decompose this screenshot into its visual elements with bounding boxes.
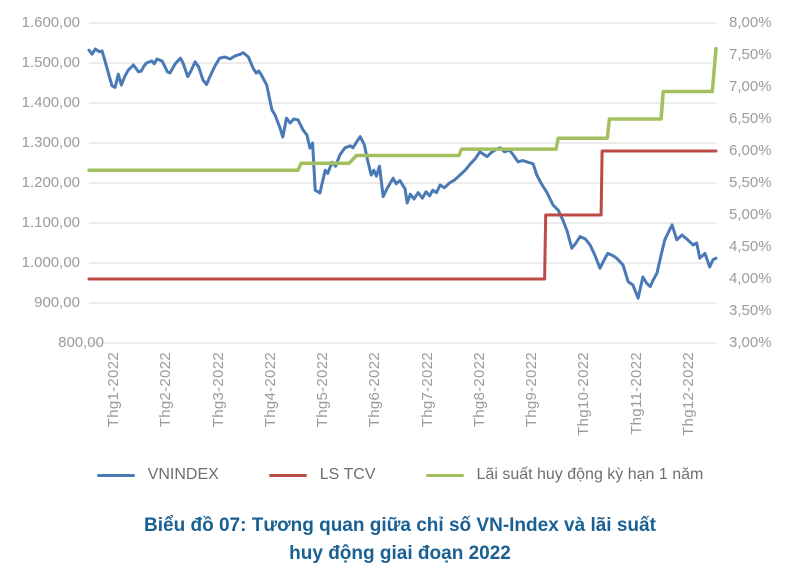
y-right-tick-label: 3,00% xyxy=(729,334,772,351)
legend-label-deposit-rate: Lãi suất huy động kỳ hạn 1 năm xyxy=(476,466,704,483)
y-left-tick-label: 1.400,00 xyxy=(21,94,80,111)
series-ls-tcv-line xyxy=(87,149,718,281)
legend-item-deposit-rate: Lãi suất huy động kỳ hạn 1 năm xyxy=(425,466,704,484)
y-right-tick-label: 8,00% xyxy=(729,14,772,31)
x-tick-label: Thg11-2022 xyxy=(627,352,645,435)
legend: VNINDEX LS TCV Lãi suất huy động kỳ hạn … xyxy=(0,466,800,484)
y-left-tick-label: 1.500,00 xyxy=(21,54,80,71)
series-vnindex-line xyxy=(87,47,718,300)
y-right-tick-label: 5,00% xyxy=(729,206,772,223)
y-left-tick-label: 1.600,00 xyxy=(21,14,80,31)
vnindex-line-swatch xyxy=(96,473,135,477)
y-left-tick-label: 800,00 xyxy=(58,334,104,351)
x-tick-label: Thg3-2022 xyxy=(209,352,227,428)
x-tick-label: Thg7-2022 xyxy=(418,352,436,428)
x-tick-label: Thg10-2022 xyxy=(575,352,593,436)
y-left-tick-label: 1.100,00 xyxy=(21,214,80,231)
y-right-tick-label: 6,00% xyxy=(729,142,772,159)
chart-title-line-2: huy động giai đoạn 2022 xyxy=(289,543,511,564)
x-tick-label: Thg9-2022 xyxy=(523,352,541,428)
y-right-tick-label: 6,50% xyxy=(729,110,772,127)
x-tick-label: Thg6-2022 xyxy=(366,352,384,428)
y-left-tick-label: 1.000,00 xyxy=(21,254,80,271)
x-tick-label: Thg1-2022 xyxy=(105,352,123,428)
y-right-tick-label: 3,50% xyxy=(729,302,772,319)
deposit-rate-line-swatch xyxy=(425,473,464,477)
y-right-tick-label: 7,00% xyxy=(729,78,772,95)
series-deposit-rate-line xyxy=(87,46,718,172)
chart-plot-area xyxy=(87,22,718,344)
y-right-tick-label: 4,00% xyxy=(729,270,772,287)
legend-item-vnindex: VNINDEX xyxy=(96,466,219,484)
x-tick-label: Thg2-2022 xyxy=(157,352,175,428)
y-right-tick-label: 7,50% xyxy=(729,46,772,63)
x-tick-label: Thg8-2022 xyxy=(470,352,488,428)
y-left-tick-label: 1.300,00 xyxy=(21,134,80,151)
legend-label-vnindex: VNINDEX xyxy=(147,466,219,483)
chart-title: Biểu đồ 07: Tương quan giữa chỉ số VN-In… xyxy=(0,512,800,568)
legend-item-ls-tcv: LS TCV xyxy=(268,466,376,484)
y-left-tick-label: 900,00 xyxy=(34,294,80,311)
x-tick-label: Thg5-2022 xyxy=(314,352,332,428)
x-tick-label: Thg12-2022 xyxy=(679,352,697,436)
x-tick-label: Thg4-2022 xyxy=(261,352,279,428)
legend-label-ls-tcv: LS TCV xyxy=(319,466,376,483)
y-right-tick-label: 4,50% xyxy=(729,238,772,255)
ls-tcv-line-swatch xyxy=(268,473,307,477)
chart-title-line-1: Biểu đồ 07: Tương quan giữa chỉ số VN-In… xyxy=(144,515,656,536)
y-left-tick-label: 1.200,00 xyxy=(21,174,80,191)
y-right-tick-label: 5,50% xyxy=(729,174,772,191)
